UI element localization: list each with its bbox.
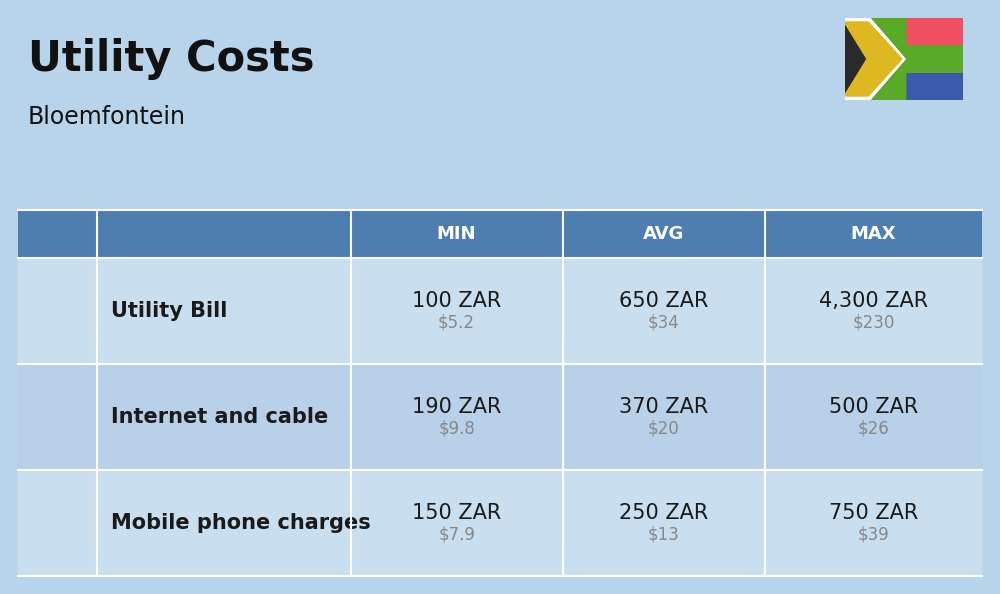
Text: Mobile phone charges: Mobile phone charges [111, 513, 371, 533]
Text: 100 ZAR: 100 ZAR [412, 291, 501, 311]
Text: $34: $34 [648, 314, 680, 332]
Text: 190 ZAR: 190 ZAR [412, 397, 501, 417]
Polygon shape [871, 59, 906, 100]
Polygon shape [845, 18, 906, 100]
Text: AVG: AVG [643, 225, 685, 243]
Text: Utility Costs: Utility Costs [28, 38, 314, 80]
Text: MIN: MIN [437, 225, 476, 243]
Text: Internet and cable: Internet and cable [111, 407, 328, 427]
Text: Utility Bill: Utility Bill [111, 301, 227, 321]
Bar [18, 258, 982, 364]
Text: $7.9: $7.9 [438, 526, 475, 544]
Text: 250 ZAR: 250 ZAR [619, 503, 709, 523]
Text: $230: $230 [852, 314, 895, 332]
Polygon shape [845, 21, 903, 97]
Text: 500 ZAR: 500 ZAR [829, 397, 918, 417]
Text: $20: $20 [648, 420, 680, 438]
Text: $13: $13 [648, 526, 680, 544]
Text: 150 ZAR: 150 ZAR [412, 503, 501, 523]
Text: 4,300 ZAR: 4,300 ZAR [819, 291, 928, 311]
Text: MAX: MAX [851, 225, 896, 243]
Bar [845, 45, 963, 72]
Text: 370 ZAR: 370 ZAR [619, 397, 709, 417]
Text: 650 ZAR: 650 ZAR [619, 291, 709, 311]
Text: $26: $26 [858, 420, 889, 438]
Text: $5.2: $5.2 [438, 314, 475, 332]
Polygon shape [871, 18, 906, 59]
Text: 750 ZAR: 750 ZAR [829, 503, 918, 523]
Bar [18, 470, 982, 576]
Bar [18, 364, 982, 470]
Text: $39: $39 [858, 526, 889, 544]
Bar [18, 210, 982, 258]
Bar [845, 72, 963, 100]
Bar [845, 18, 963, 45]
Text: $9.8: $9.8 [438, 420, 475, 438]
Text: Bloemfontein: Bloemfontein [28, 105, 186, 129]
Polygon shape [845, 24, 866, 93]
